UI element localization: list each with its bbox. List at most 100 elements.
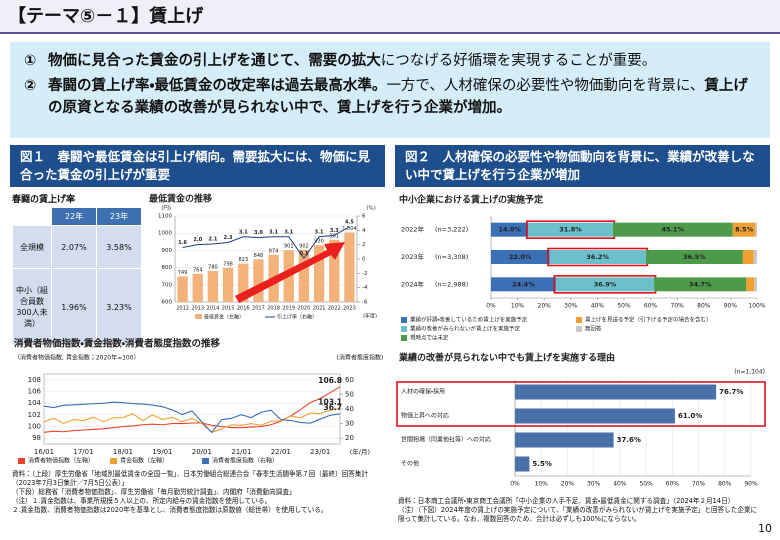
notes-left: 資料：（上段）厚生労働省「地域別最低賃金の全国一覧」、日本労働組合総連合会「春季…: [12, 470, 384, 515]
segment-label: 22.0%: [509, 253, 532, 261]
row-label: 全規模: [12, 225, 52, 269]
bar-label: 780: [208, 265, 218, 271]
x-tick-label: 2013: [191, 306, 204, 312]
chart-title: 最低賃金の推移: [149, 193, 212, 205]
y2-tick-label: 6: [362, 214, 366, 220]
line-label: 0.1: [299, 251, 308, 257]
legend-label: 消費者物価指数（左軸）: [28, 457, 94, 465]
legend-swatch: [576, 317, 582, 323]
chart-title: 中小企業における賃上げの実施予定: [399, 194, 543, 206]
table-cell: 2.07%: [51, 225, 97, 269]
x-tick-label: 10%: [511, 303, 525, 310]
y-tick-label: 98: [32, 434, 41, 442]
y-tick-label: 100: [28, 423, 41, 431]
x-tick-label: 60%: [644, 303, 658, 310]
line-label: 1.6: [178, 240, 187, 246]
header-title: 【テーマ⑤－１】賃上げ: [0, 0, 780, 34]
x-tick-label: 2015: [222, 306, 235, 312]
bar: [207, 271, 219, 302]
y-tick-label: 1000: [158, 231, 172, 237]
legend-label: 業績が好調・改善しているため賃上げを実施予定: [410, 316, 528, 324]
figure-heading: 図２ 人材確保の必要性や物価動向を背景に、業績が改善しない中で賃上げを行う企業が…: [395, 145, 770, 187]
y-unit: （消費者物価指数, 賃金指数；2020年=100）: [14, 354, 140, 362]
bar: [253, 259, 264, 302]
x-tick-label: 2017: [252, 306, 265, 312]
chart-title: 消費者物価指数・賃金指数・消費者態度指数の推移: [14, 338, 220, 350]
legend-label: 現時点では未定: [410, 334, 449, 342]
x-tick-label: 2022: [328, 306, 341, 312]
y2-tick-label: 2: [362, 242, 366, 248]
segment-label: 14.0%: [498, 226, 521, 234]
table-corner: [12, 207, 52, 226]
legend-swatch: [195, 314, 202, 319]
table-cell: 1.96%: [51, 268, 97, 346]
point-text: 春闘の賃上げ率・最低賃金の改定率は過去最高水準。: [48, 78, 387, 94]
bar-segment: [491, 222, 529, 237]
line-label: 3.3: [330, 228, 339, 234]
note-line: ２.賃金指数、消費者物価指数は2020年を基準とし、消費者態度指数は原数値（総世…: [12, 506, 328, 514]
sample-size: (n=3,308): [435, 253, 468, 261]
bar: [515, 384, 717, 400]
series-line: [43, 386, 341, 433]
table: 22年 23年 全規模 2.07% 3.58% 中小（組合員数300人未満） 1.96% 3.…: [12, 207, 142, 346]
point: ① 物価に見合った賃金の引上げを通じて、需要の拡大につなげる好循環を実現することが…: [24, 50, 760, 72]
segment-label: 8.5%: [735, 226, 754, 234]
bar-segment: [549, 250, 646, 264]
bar-segment: [742, 250, 754, 264]
x-tick-label: 2016: [237, 306, 250, 312]
x-unit: (年/月): [350, 447, 370, 456]
category-label: 物価上昇への対応: [401, 412, 449, 420]
point-marker: ①: [24, 53, 37, 69]
legend-swatch: [401, 326, 407, 332]
table-row: 中小（組合員数300人未満） 1.96% 3.23%: [12, 268, 142, 346]
series-line: [43, 407, 341, 433]
bar: [192, 273, 203, 302]
min-wage-chart: 最低賃金の推移(円) (%) 600 700 800 900 1000 1100 -6 -4 -2 0…: [149, 193, 377, 321]
y2-tick-label: -2: [362, 271, 367, 277]
bar-segment: [491, 250, 550, 264]
bar-label: 901: [284, 244, 294, 250]
bar-segment: [732, 222, 756, 237]
legend-label: 賃金指数（左軸）: [120, 457, 168, 465]
y2-tick-label: 60: [345, 376, 354, 384]
x-tick-label: 30%: [564, 303, 578, 310]
x-tick-label: 80%: [718, 481, 732, 488]
column-header: 22年: [51, 207, 97, 226]
legend-swatch: [18, 458, 25, 464]
category-label: 2024年: [401, 279, 425, 288]
note-line: 資料：（上段）厚生労働省「地域別最低賃金の全国一覧」、日本労働組合総連合会「春季…: [12, 470, 369, 487]
y-tick-label: 102: [28, 411, 41, 419]
bar: [344, 232, 355, 302]
bar-segment: [654, 277, 747, 292]
y2-tick-label: 30: [345, 420, 354, 428]
bar-label: 902: [299, 244, 309, 250]
bar-label: 37.6%: [617, 436, 641, 444]
legend-swatch: [576, 326, 582, 332]
segment-label: 24.4%: [512, 280, 535, 288]
x-tick-label: 10%: [535, 481, 549, 488]
legend-label: 引上げ率（右軸）: [277, 314, 317, 321]
key-points: ① 物価に見合った賃金の引上げを通じて、需要の拡大につなげる好循環を実現することが…: [10, 42, 770, 138]
plan-chart: 中小企業における賃上げの実施予定 0% 10% 20% 30% 40% 50% 60% 70% 8…: [399, 194, 766, 342]
x-tick-label: 2021: [313, 306, 326, 312]
y2-tick-label: 40: [345, 405, 354, 413]
point-text: 賃上げの原資となる業績の改善が見られない中で、賃上げを行う企業が増加。: [48, 78, 748, 116]
x-tick-label: 90%: [744, 481, 758, 488]
bar-label: 930: [314, 239, 324, 245]
x-tick-label: 2018: [267, 306, 280, 312]
reasons-chart: 業績の改善が見られない中でも賃上げを実施する理由 (n=1,104) 0% 10% 20…: [396, 352, 766, 488]
x-tick-label: 20%: [561, 481, 575, 488]
y2-unit: (消費者態度指数): [337, 354, 384, 362]
x-tick-label: 40%: [613, 481, 627, 488]
category-label: 世間相場（同業他社等）への対応: [401, 436, 491, 444]
note-line: （注）１.賃金指数は、事業所規模５人以上の、所定内給与の賃金指数を使用している。: [12, 497, 272, 505]
bar: [515, 432, 614, 448]
bar: [515, 456, 530, 472]
line-label: 2.1: [208, 236, 217, 242]
bar-segment: [754, 277, 757, 292]
table-cell: 3.58%: [96, 225, 142, 269]
x-tick-label: 50%: [617, 303, 631, 310]
segment-label: 36.2%: [586, 253, 609, 261]
x-tick-label: 2020: [298, 306, 311, 312]
segment-label: 34.7%: [689, 280, 712, 288]
